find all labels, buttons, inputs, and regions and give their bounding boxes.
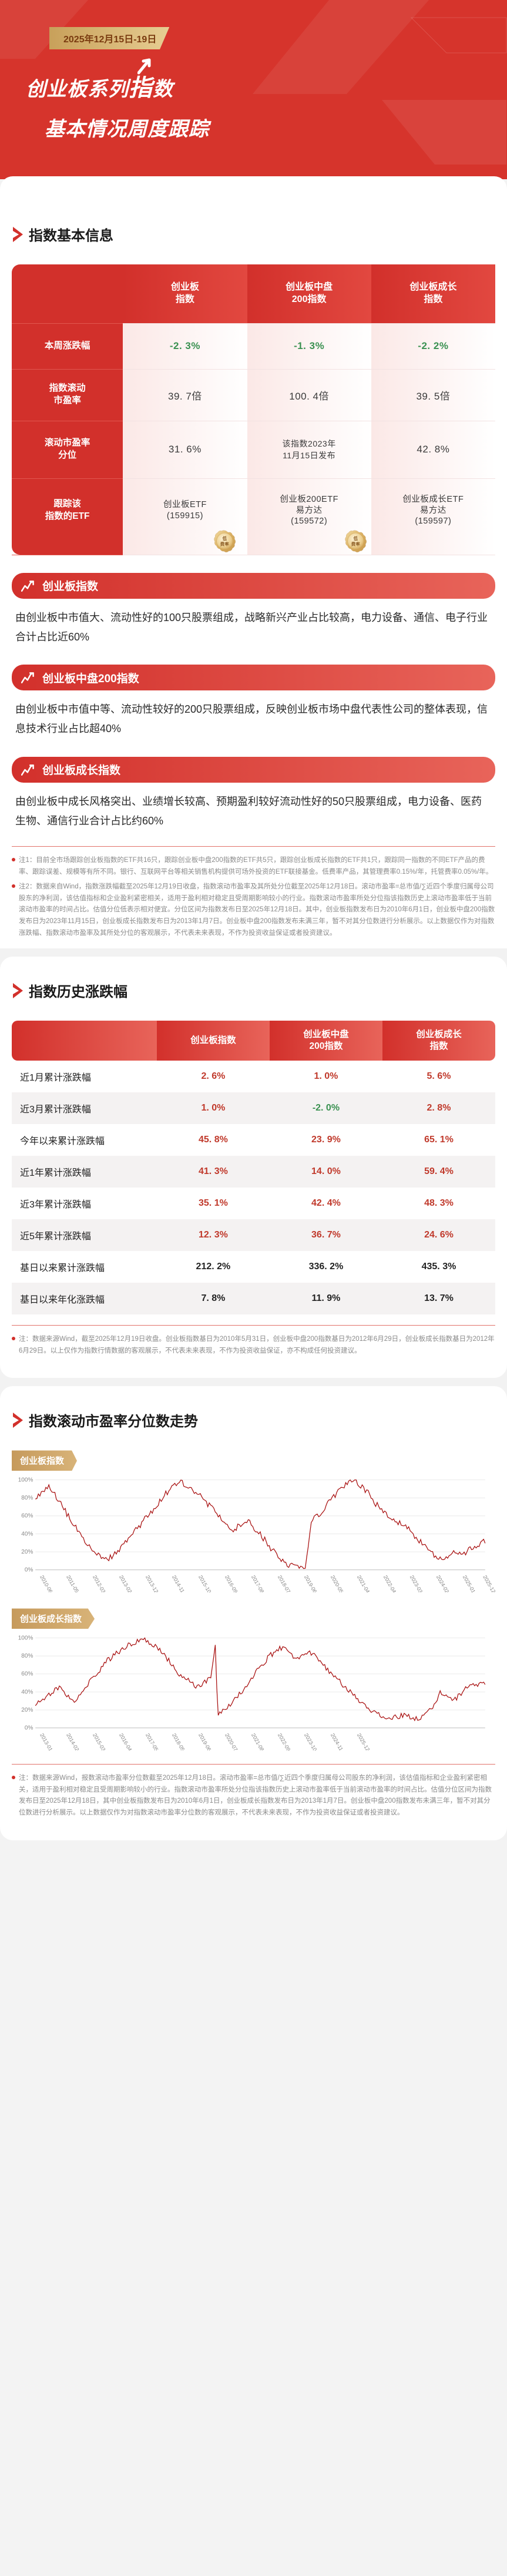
- svg-text:20%: 20%: [21, 1707, 33, 1713]
- svg-text:2011-05: 2011-05: [65, 1575, 80, 1593]
- svg-text:2014-02: 2014-02: [65, 1733, 80, 1751]
- svg-text:2023-10: 2023-10: [303, 1733, 318, 1751]
- svg-text:2014-11: 2014-11: [171, 1575, 186, 1593]
- svg-text:2016-04: 2016-04: [118, 1733, 133, 1751]
- svg-text:2021-08: 2021-08: [250, 1733, 265, 1751]
- svg-text:60%: 60%: [21, 1513, 33, 1520]
- svg-text:2024-11: 2024-11: [330, 1733, 344, 1751]
- svg-text:2023-03: 2023-03: [409, 1575, 424, 1593]
- svg-text:2024-02: 2024-02: [435, 1575, 450, 1593]
- svg-text:2019-06: 2019-06: [197, 1733, 212, 1751]
- svg-text:2018-07: 2018-07: [277, 1575, 291, 1593]
- svg-text:0%: 0%: [25, 1567, 33, 1574]
- svg-text:20%: 20%: [21, 1549, 33, 1555]
- svg-text:100%: 100%: [18, 1635, 33, 1642]
- svg-text:2025-12: 2025-12: [482, 1575, 495, 1593]
- svg-text:2018-05: 2018-05: [171, 1733, 186, 1751]
- svg-text:2017-05: 2017-05: [145, 1733, 159, 1751]
- svg-text:2013-01: 2013-01: [39, 1733, 53, 1751]
- svg-text:80%: 80%: [21, 1495, 33, 1502]
- svg-text:2013-12: 2013-12: [145, 1575, 159, 1593]
- svg-text:2016-09: 2016-09: [224, 1575, 239, 1593]
- svg-text:40%: 40%: [21, 1531, 33, 1538]
- svg-text:2013-02: 2013-02: [118, 1575, 133, 1593]
- svg-text:2021-04: 2021-04: [356, 1575, 371, 1593]
- svg-text:2015-03: 2015-03: [92, 1733, 106, 1751]
- svg-text:2019-06: 2019-06: [303, 1575, 318, 1593]
- svg-text:40%: 40%: [21, 1689, 33, 1696]
- svg-text:100%: 100%: [18, 1477, 33, 1484]
- svg-text:2022-09: 2022-09: [277, 1733, 291, 1751]
- svg-text:2012-03: 2012-03: [92, 1575, 106, 1593]
- svg-text:2020-05: 2020-05: [330, 1575, 344, 1593]
- svg-text:0%: 0%: [25, 1725, 33, 1732]
- svg-text:2025-12: 2025-12: [356, 1733, 371, 1751]
- svg-text:60%: 60%: [21, 1671, 33, 1678]
- svg-text:2017-08: 2017-08: [250, 1575, 265, 1593]
- svg-text:2025-01: 2025-01: [462, 1575, 476, 1593]
- svg-text:2010-06: 2010-06: [39, 1575, 53, 1593]
- svg-text:2022-04: 2022-04: [382, 1575, 397, 1593]
- svg-text:2020-07: 2020-07: [224, 1733, 239, 1751]
- svg-text:2015-10: 2015-10: [197, 1575, 212, 1593]
- svg-text:80%: 80%: [21, 1653, 33, 1659]
